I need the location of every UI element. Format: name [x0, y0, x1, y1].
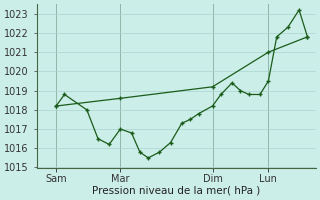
X-axis label: Pression niveau de la mer( hPa ): Pression niveau de la mer( hPa ) [92, 186, 260, 196]
